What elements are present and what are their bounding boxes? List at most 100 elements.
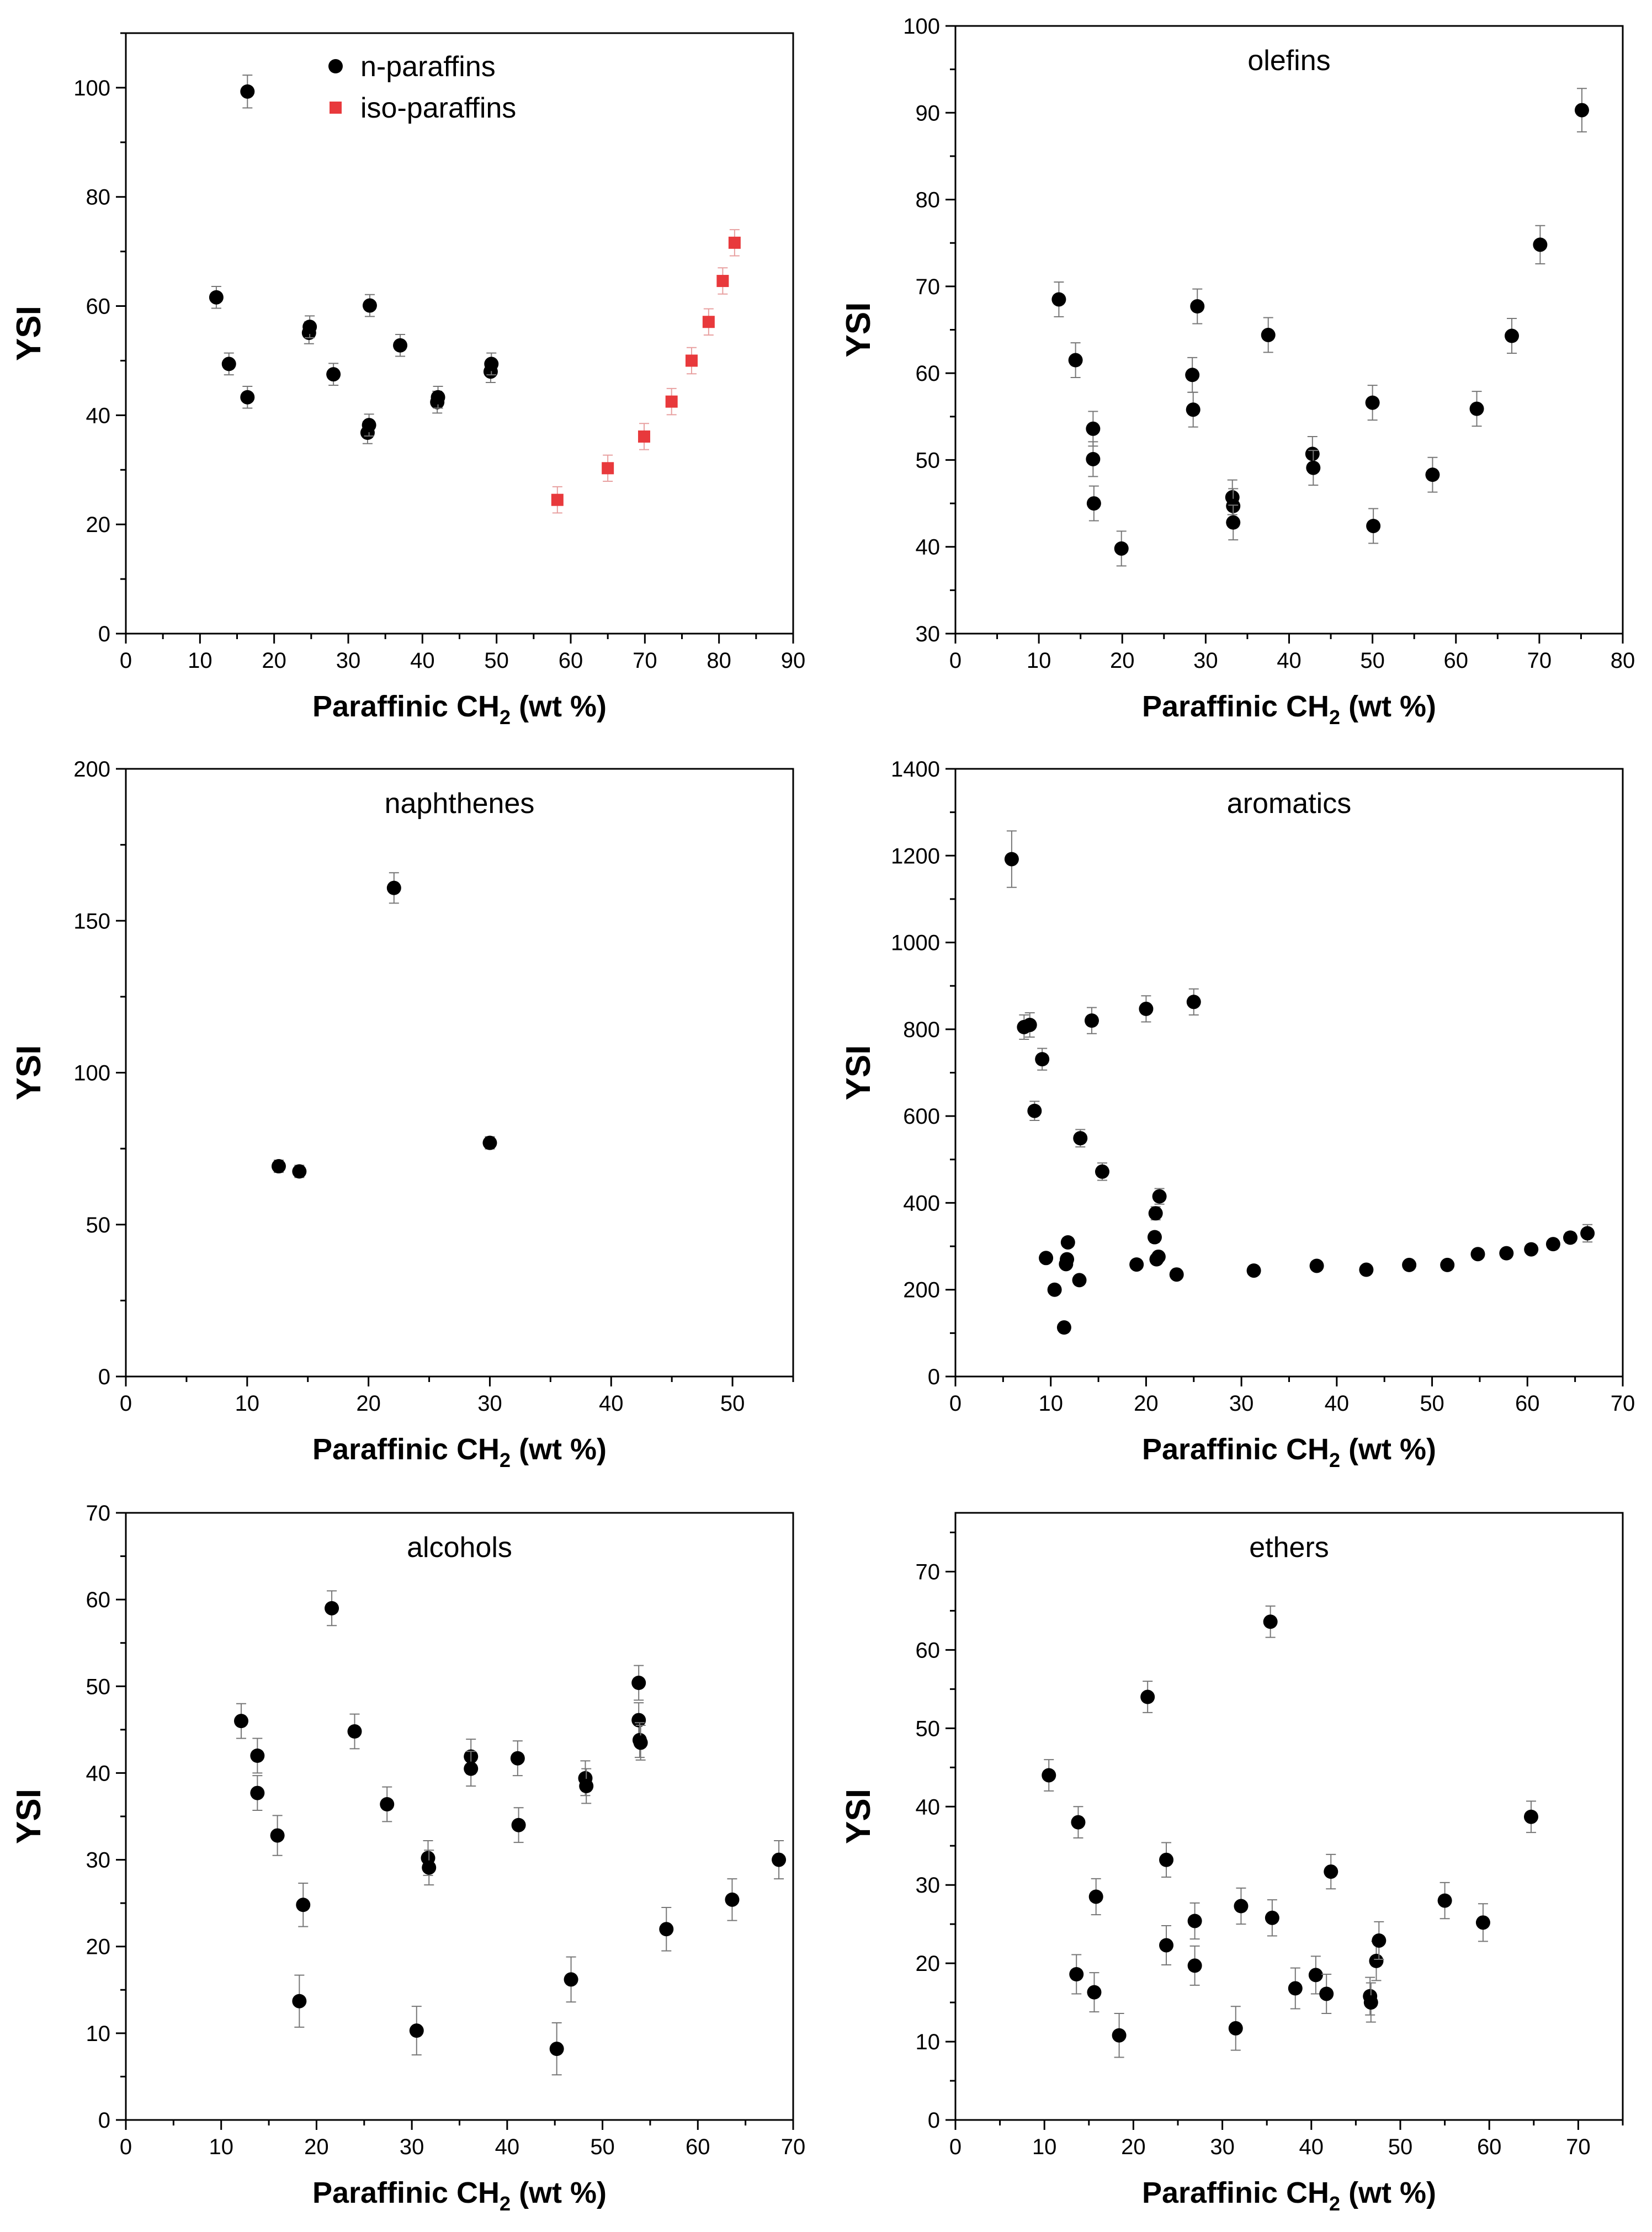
data-point — [464, 1761, 479, 1776]
data-point — [393, 338, 408, 353]
y-axis-title: YSI — [840, 1789, 878, 1844]
data-point — [1140, 1689, 1155, 1704]
legend-marker — [328, 59, 343, 73]
x-tick-label: 60 — [559, 649, 583, 673]
data-point — [510, 1751, 525, 1766]
x-tick-label: 0 — [120, 1391, 132, 1416]
x-tick-label: 60 — [1444, 649, 1469, 673]
y-tick-label: 30 — [86, 1848, 111, 1873]
data-point — [1469, 401, 1484, 416]
x-tick-label: 0 — [949, 1391, 962, 1416]
data-point — [728, 236, 741, 249]
data-point — [326, 367, 341, 382]
y-tick-label: 100 — [73, 76, 110, 100]
x-tick-label: 30 — [336, 649, 361, 673]
plot-frame — [954, 1512, 1624, 2121]
x-tick-label: 0 — [120, 2135, 132, 2159]
x-tick-label: 40 — [1325, 1391, 1350, 1416]
series-aromatics — [1004, 830, 1595, 1335]
data-point — [1265, 1910, 1279, 1925]
y-tick-label: 30 — [916, 622, 941, 646]
x-axis-title-unit: (wt %) — [511, 2176, 607, 2209]
x-tick-label: 40 — [495, 2135, 520, 2159]
data-point — [1365, 395, 1380, 410]
x-tick-label: 60 — [1477, 2135, 1502, 2159]
y-tick-label: 100 — [903, 14, 940, 39]
x-axis-title-main: Paraffinic CH — [312, 690, 500, 723]
data-point — [484, 357, 499, 371]
y-axis-title: YSI — [840, 302, 878, 358]
data-point — [1112, 2028, 1127, 2043]
chart-panel-1: 0 10 20 30 40 50 60 70 80 90 0 20 40 60 80 100 Paraffini… — [10, 32, 806, 729]
x-tick-label: 80 — [707, 649, 731, 673]
legend-marker — [330, 102, 342, 114]
y-tick-label: 1400 — [891, 757, 940, 782]
data-point — [631, 1713, 646, 1728]
x-tick-label: 50 — [1420, 1391, 1444, 1416]
data-point — [772, 1852, 787, 1867]
data-point — [1186, 995, 1201, 1009]
data-point — [1226, 515, 1241, 530]
data-point — [270, 1828, 285, 1843]
y-tick-label: 60 — [86, 1588, 111, 1612]
data-point — [1086, 451, 1101, 466]
data-point — [271, 1159, 286, 1174]
data-point — [511, 1818, 526, 1832]
x-tick-label: 20 — [304, 2135, 329, 2159]
data-point — [386, 880, 401, 895]
data-point — [725, 1892, 740, 1907]
y-tick-label: 70 — [916, 275, 941, 299]
x-tick-label: 20 — [1110, 649, 1135, 673]
x-axis-title-unit: (wt %) — [1340, 690, 1436, 723]
y-tick-label: 40 — [916, 1795, 941, 1819]
x-tick-label: 20 — [356, 1391, 381, 1416]
x-axis-title-main: Paraffinic CH — [1142, 2176, 1329, 2209]
x-tick-label: 50 — [720, 1391, 745, 1416]
data-point — [1234, 1899, 1249, 1914]
data-point — [362, 298, 377, 313]
x-tick-label: 30 — [1193, 649, 1218, 673]
x-tick-label: 10 — [1038, 1391, 1063, 1416]
x-axis-title-main: Paraffinic CH — [1142, 1433, 1329, 1466]
data-point — [1228, 2021, 1243, 2036]
data-point — [1319, 1986, 1334, 2001]
data-point — [1073, 1131, 1088, 1146]
y-tick-label: 200 — [903, 1278, 940, 1303]
x-axis-title-unit: (wt %) — [1340, 2176, 1436, 2209]
data-point — [221, 357, 236, 371]
data-point — [549, 2042, 564, 2056]
data-point — [1306, 460, 1321, 475]
data-point — [250, 1749, 265, 1763]
data-point — [409, 2023, 424, 2038]
y-tick-label: 40 — [86, 403, 111, 428]
data-point — [1072, 1273, 1087, 1288]
plot-frame — [125, 1512, 794, 2121]
x-tick-label: 90 — [781, 649, 806, 673]
x-tick-label: 20 — [262, 649, 286, 673]
y-tick-label: 30 — [916, 1873, 941, 1898]
chart-panel-5: 0 10 20 30 40 50 60 70 0 10 20 30 40 50 60 70 Paraffinic… — [10, 1501, 805, 2215]
chart-panel-3: 0 10 20 30 40 50 0 50 100 150 200 Paraffinic CH2 (w… — [10, 757, 794, 1471]
data-point — [362, 418, 376, 433]
legend-label: n-paraffins — [360, 51, 496, 83]
series-alcohols — [233, 1590, 787, 2076]
y-tick-label: 10 — [86, 2022, 111, 2046]
y-tick-label: 200 — [73, 757, 110, 782]
data-point — [1545, 1237, 1560, 1252]
y-tick-label: 800 — [903, 1018, 940, 1042]
data-point — [1084, 1013, 1099, 1028]
data-point — [347, 1724, 362, 1739]
x-axis-title-unit: (wt %) — [511, 1433, 607, 1466]
x-tick-label: 50 — [484, 649, 509, 673]
data-point — [1095, 1164, 1109, 1179]
data-point — [482, 1135, 497, 1150]
y-tick-label: 60 — [916, 362, 941, 386]
data-point — [250, 1785, 265, 1800]
data-point — [1086, 496, 1101, 511]
y-tick-label: 50 — [86, 1213, 111, 1237]
data-point — [1185, 368, 1200, 382]
x-tick-label: 40 — [1277, 649, 1302, 673]
data-point — [1187, 1958, 1202, 1973]
chart-panel-6: 0 10 20 30 40 50 60 70 0 10 20 30 40 50 60 70 Paraffinic… — [840, 1512, 1624, 2215]
